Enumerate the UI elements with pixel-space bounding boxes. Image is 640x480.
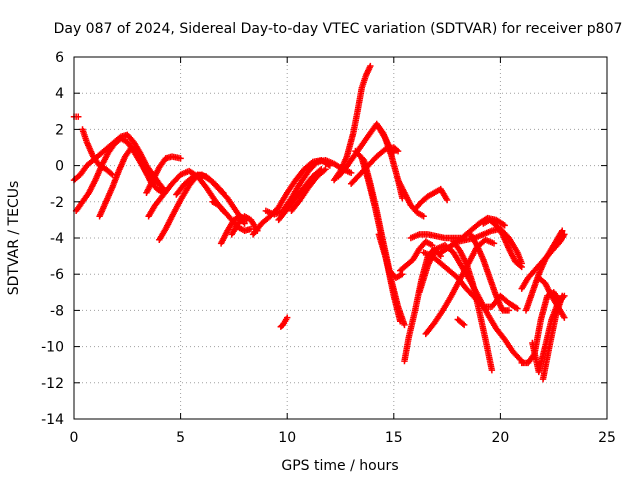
x-tick-label: 10 [278, 430, 296, 446]
data-series [375, 124, 406, 202]
data-series [454, 316, 468, 329]
data-series [288, 166, 329, 215]
data-point [420, 213, 427, 220]
y-axis-label: SDTVAR / TECUs [6, 181, 22, 296]
x-tick-label: 15 [385, 430, 403, 446]
data-series [535, 274, 568, 321]
data-point [559, 227, 566, 234]
data-series [467, 231, 513, 314]
x-tick-label: 0 [70, 430, 79, 446]
x-tick-label: 20 [491, 430, 509, 446]
y-tick-label: 6 [55, 50, 64, 66]
data-point [459, 320, 467, 327]
data-point [394, 147, 402, 155]
data-point [284, 314, 291, 321]
y-tick-label: 2 [55, 122, 64, 138]
data-series [450, 238, 496, 374]
data-series [347, 144, 402, 187]
data-point [401, 321, 408, 329]
y-tick-label: 4 [55, 86, 64, 102]
chart-title: Day 087 of 2024, Sidereal Day-to-day VTE… [54, 21, 623, 37]
data-series [411, 185, 451, 213]
data-point [559, 292, 566, 300]
y-tick-label: -2 [50, 195, 64, 211]
data-point [107, 170, 115, 177]
data-point [322, 166, 329, 173]
data-point [490, 240, 498, 247]
data-point [428, 242, 436, 249]
data-point [517, 262, 524, 270]
data-point [518, 263, 525, 271]
data-series [79, 126, 116, 178]
data-series [96, 144, 167, 220]
data-series [143, 153, 184, 196]
data-point [399, 271, 406, 278]
data-point [501, 222, 508, 229]
y-tick-label: -10 [41, 340, 64, 356]
data-series [480, 216, 525, 271]
data-series [396, 238, 436, 274]
data-point [505, 307, 513, 314]
x-tick-label: 25 [598, 430, 616, 446]
data-point [177, 155, 184, 162]
data-point [247, 225, 255, 233]
data-series [375, 231, 408, 329]
data-points [70, 62, 568, 383]
data-series [394, 176, 427, 220]
y-tick-label: -8 [50, 303, 64, 319]
data-point [488, 366, 496, 374]
data-series [277, 314, 291, 330]
x-tick-label: 5 [176, 430, 185, 446]
y-tick-label: -6 [50, 267, 64, 283]
data-point [156, 180, 163, 187]
data-point [460, 321, 468, 329]
data-point [347, 169, 355, 177]
data-series [228, 213, 261, 238]
data-series [70, 113, 82, 120]
y-tick-label: -12 [41, 376, 64, 392]
data-point [561, 314, 568, 321]
y-tick-label: -4 [50, 231, 64, 247]
y-tick-label: 0 [55, 159, 64, 175]
data-point [443, 196, 451, 204]
data-point [514, 305, 521, 312]
y-tick-label: -14 [41, 412, 64, 428]
x-axis-label: GPS time / hours [281, 458, 398, 474]
data-point [75, 113, 82, 120]
data-point [367, 62, 374, 70]
